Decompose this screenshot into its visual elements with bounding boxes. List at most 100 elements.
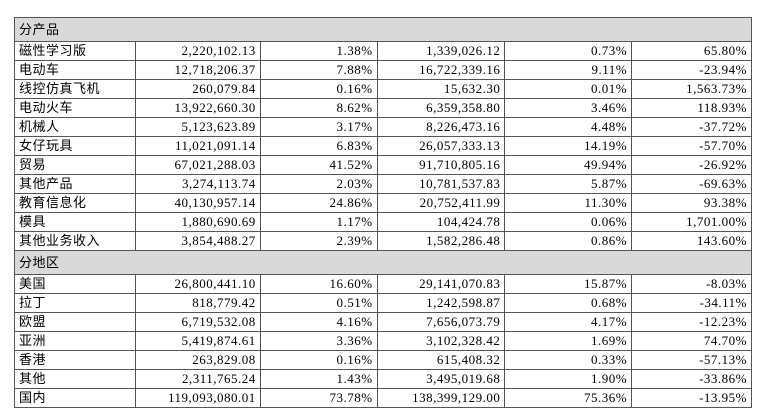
- number-cell: 818,779.42: [134, 293, 261, 313]
- number-cell: -37.72%: [631, 117, 752, 137]
- number-cell: 14.19%: [504, 136, 633, 156]
- number-cell: 6.83%: [259, 136, 378, 156]
- section-row: 分产品: [14, 17, 752, 42]
- number-cell: 15,632.30: [376, 79, 506, 99]
- number-cell: 26,800,441.10: [134, 274, 261, 294]
- number-cell: 16.60%: [259, 274, 378, 294]
- number-cell: 75.36%: [504, 388, 633, 408]
- number-cell: 0.16%: [259, 79, 378, 99]
- number-cell: 10,781,537.83: [376, 174, 506, 194]
- number-cell: 0.86%: [504, 231, 633, 251]
- number-cell: -12.23%: [631, 312, 752, 332]
- number-cell: 49.94%: [504, 155, 633, 175]
- number-cell: 0.68%: [504, 293, 633, 313]
- label-cell: 其他: [14, 369, 136, 389]
- number-cell: 9.11%: [504, 60, 633, 80]
- number-cell: -34.11%: [631, 293, 752, 313]
- number-cell: 41.52%: [259, 155, 378, 175]
- table-row: 欧盟 6,719,532.08 4.16% 7,656,073.79 4.17% -12.…: [14, 312, 752, 332]
- number-cell: 13,922,660.30: [134, 98, 261, 118]
- number-cell: 615,408.32: [376, 350, 506, 370]
- number-cell: 3,102,328.42: [376, 331, 506, 351]
- number-cell: 8.62%: [259, 98, 378, 118]
- number-cell: 263,829.08: [134, 350, 261, 370]
- number-cell: -13.95%: [631, 388, 752, 408]
- number-cell: 1,242,598.87: [376, 293, 506, 313]
- number-cell: -33.86%: [631, 369, 752, 389]
- number-cell: 5,123,623.89: [134, 117, 261, 137]
- table-row: 国内 119,093,080.01 73.78% 138,399,129.00 75.3…: [14, 388, 752, 408]
- label-cell: 电动车: [14, 60, 136, 80]
- label-cell: 磁性学习版: [14, 41, 136, 61]
- number-cell: 26,057,333.13: [376, 136, 506, 156]
- number-cell: 73.78%: [259, 388, 378, 408]
- number-cell: -8.03%: [631, 274, 752, 294]
- number-cell: 0.01%: [504, 79, 633, 99]
- number-cell: 16,722,339.16: [376, 60, 506, 80]
- number-cell: 0.73%: [504, 41, 633, 61]
- label-cell: 欧盟: [14, 312, 136, 332]
- table-row: 磁性学习版 2,220,102.13 1.38% 1,339,026.12 0.73% 6…: [14, 41, 752, 61]
- number-cell: 0.33%: [504, 350, 633, 370]
- number-cell: 104,424.78: [376, 212, 506, 232]
- number-cell: 260,079.84: [134, 79, 261, 99]
- number-cell: 7,656,073.79: [376, 312, 506, 332]
- label-cell: 贸易: [14, 155, 136, 175]
- number-cell: 8,226,473.16: [376, 117, 506, 137]
- table-row: 其他 2,311,765.24 1.43% 3,495,019.68 1.90% -33.…: [14, 369, 752, 389]
- number-cell: 11,021,091.14: [134, 136, 261, 156]
- number-cell: 0.06%: [504, 212, 633, 232]
- number-cell: 1.38%: [259, 41, 378, 61]
- number-cell: 143.60%: [631, 231, 752, 251]
- table-row: 教育信息化 40,130,957.14 24.86% 20,752,411.99 11.…: [14, 193, 752, 213]
- number-cell: 4.48%: [504, 117, 633, 137]
- number-cell: 3,495,019.68: [376, 369, 506, 389]
- number-cell: 1.90%: [504, 369, 633, 389]
- table-row: 线控仿真飞机 260,079.84 0.16% 15,632.30 0.01% 1,563…: [14, 79, 752, 99]
- number-cell: -57.70%: [631, 136, 752, 156]
- number-cell: 11.30%: [504, 193, 633, 213]
- section-title: 分地区: [14, 250, 752, 275]
- table-row: 亚洲 5,419,874.61 3.36% 3,102,328.42 1.69% 74.7…: [14, 331, 752, 351]
- number-cell: 118.93%: [631, 98, 752, 118]
- number-cell: 65.80%: [631, 41, 752, 61]
- number-cell: -26.92%: [631, 155, 752, 175]
- number-cell: 5,419,874.61: [134, 331, 261, 351]
- number-cell: 93.38%: [631, 193, 752, 213]
- number-cell: 74.70%: [631, 331, 752, 351]
- label-cell: 拉丁: [14, 293, 136, 313]
- number-cell: 119,093,080.01: [134, 388, 261, 408]
- table-row: 美国 26,800,441.10 16.60% 29,141,070.83 15.87%…: [14, 274, 752, 294]
- number-cell: -23.94%: [631, 60, 752, 80]
- section-title: 分产品: [14, 17, 752, 42]
- label-cell: 模具: [14, 212, 136, 232]
- number-cell: 2,311,765.24: [134, 369, 261, 389]
- number-cell: 2.03%: [259, 174, 378, 194]
- table-row: 机械人 5,123,623.89 3.17% 8,226,473.16 4.48% -37…: [14, 117, 752, 137]
- number-cell: 3,274,113.74: [134, 174, 261, 194]
- number-cell: 7.88%: [259, 60, 378, 80]
- label-cell: 女仔玩具: [14, 136, 136, 156]
- number-cell: 6,359,358.80: [376, 98, 506, 118]
- table-row: 电动车 12,718,206.37 7.88% 16,722,339.16 9.11% -…: [14, 60, 752, 80]
- number-cell: 6,719,532.08: [134, 312, 261, 332]
- number-cell: 1,701.00%: [631, 212, 752, 232]
- table-row: 模具 1,880,690.69 1.17% 104,424.78 0.06% 1,701.…: [14, 212, 752, 232]
- number-cell: 2,220,102.13: [134, 41, 261, 61]
- number-cell: 0.16%: [259, 350, 378, 370]
- number-cell: 3.17%: [259, 117, 378, 137]
- label-cell: 其他业务收入: [14, 231, 136, 251]
- section-row: 分地区: [14, 250, 752, 275]
- table-body: 分产品 磁性学习版 2,220,102.13 1.38% 1,339,026.12 0.7…: [14, 17, 752, 408]
- table-row: 其他业务收入 3,854,488.27 2.39% 1,582,286.48 0.86%…: [14, 231, 752, 251]
- number-cell: 1,582,286.48: [376, 231, 506, 251]
- table-row: 女仔玩具 11,021,091.14 6.83% 26,057,333.13 14.19…: [14, 136, 752, 156]
- label-cell: 国内: [14, 388, 136, 408]
- number-cell: 1,563.73%: [631, 79, 752, 99]
- number-cell: 40,130,957.14: [134, 193, 261, 213]
- number-cell: 1.43%: [259, 369, 378, 389]
- label-cell: 香港: [14, 350, 136, 370]
- label-cell: 机械人: [14, 117, 136, 137]
- number-cell: -57.13%: [631, 350, 752, 370]
